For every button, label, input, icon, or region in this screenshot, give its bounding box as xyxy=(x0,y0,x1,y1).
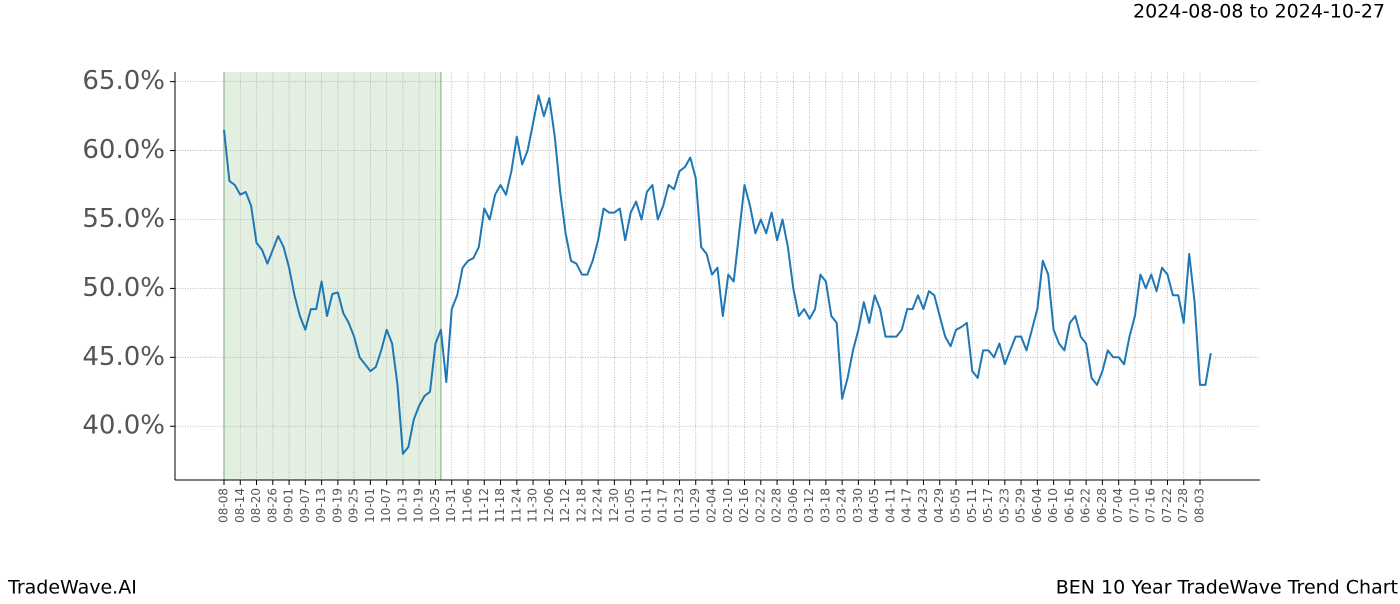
x-tick-label: 05-17 xyxy=(981,488,995,523)
x-tick-label: 01-11 xyxy=(639,488,653,523)
x-tick-label: 03-30 xyxy=(851,488,865,523)
x-tick-label: 12-18 xyxy=(574,488,588,523)
x-tick-label: 10-07 xyxy=(379,488,393,523)
x-tick-label: 10-19 xyxy=(412,488,426,523)
x-tick-label: 11-30 xyxy=(526,488,540,523)
x-tick-label: 09-13 xyxy=(314,488,328,523)
x-tick-label: 02-22 xyxy=(753,488,767,523)
x-tick-label: 02-28 xyxy=(770,488,784,523)
y-tick-label: 50.0% xyxy=(82,273,165,303)
x-tick-label: 07-10 xyxy=(1127,488,1141,523)
x-tick-label: 03-06 xyxy=(786,488,800,523)
x-tick-label: 06-16 xyxy=(1062,488,1076,523)
x-tick-label: 02-04 xyxy=(705,488,719,523)
x-tick-label: 06-22 xyxy=(1079,488,1093,523)
x-tick-label: 08-08 xyxy=(217,488,231,523)
x-tick-label: 11-24 xyxy=(509,488,523,523)
x-tick-label: 10-13 xyxy=(395,488,409,523)
x-tick-label: 07-04 xyxy=(1111,488,1125,523)
x-tick-label: 04-11 xyxy=(883,488,897,523)
x-tick-label: 01-05 xyxy=(623,488,637,523)
x-tick-label: 05-23 xyxy=(997,488,1011,523)
x-tick-label: 09-25 xyxy=(347,488,361,523)
x-tick-label: 09-01 xyxy=(282,488,296,523)
y-tick-label: 40.0% xyxy=(82,411,165,441)
x-tick-label: 08-20 xyxy=(249,488,263,523)
x-tick-label: 12-06 xyxy=(542,488,556,523)
x-tick-label: 03-18 xyxy=(818,488,832,523)
x-tick-label: 10-25 xyxy=(428,488,442,523)
x-tick-label: 01-17 xyxy=(656,488,670,523)
x-tick-label: 05-05 xyxy=(949,488,963,523)
x-tick-label: 05-11 xyxy=(965,488,979,523)
trend-line xyxy=(223,94,1212,455)
x-tick-label: 04-17 xyxy=(900,488,914,523)
x-tick-label: 12-24 xyxy=(591,488,605,523)
x-tick-label: 08-03 xyxy=(1193,488,1207,523)
x-tick-label: 01-29 xyxy=(688,488,702,523)
x-tick-label: 12-30 xyxy=(607,488,621,523)
x-tick-label: 06-04 xyxy=(1030,488,1044,523)
x-tick-label: 07-22 xyxy=(1160,488,1174,523)
x-tick-label: 09-07 xyxy=(298,488,312,523)
x-tick-label: 01-23 xyxy=(672,488,686,523)
x-tick-label: 02-16 xyxy=(737,488,751,523)
y-tick-label: 45.0% xyxy=(82,342,165,372)
x-tick-label: 05-29 xyxy=(1014,488,1028,523)
x-tick-label: 06-10 xyxy=(1046,488,1060,523)
x-tick-label: 08-14 xyxy=(233,488,247,523)
y-tick-label: 65.0% xyxy=(82,66,165,96)
x-tick-label: 07-16 xyxy=(1144,488,1158,523)
x-tick-label: 02-10 xyxy=(721,488,735,523)
x-tick-label: 04-29 xyxy=(932,488,946,523)
x-tick-label: 04-23 xyxy=(916,488,930,523)
x-tick-label: 07-28 xyxy=(1176,488,1190,523)
x-tick-label: 11-06 xyxy=(461,488,475,523)
x-tick-label: 11-12 xyxy=(477,488,491,523)
x-tick-label: 10-31 xyxy=(444,488,458,523)
highlight-band xyxy=(224,72,441,480)
date-range: 2024-08-08 to 2024-10-27 xyxy=(1133,1,1385,23)
x-tick-label: 03-12 xyxy=(802,488,816,523)
x-tick-label: 08-26 xyxy=(265,488,279,523)
x-tick-label: 10-01 xyxy=(363,488,377,523)
chart-title: BEN 10 Year TradeWave Trend Chart xyxy=(1056,577,1398,599)
x-tick-label: 06-28 xyxy=(1095,488,1109,523)
x-tick-label: 12-12 xyxy=(558,488,572,523)
x-tick-label: 11-18 xyxy=(493,488,507,523)
y-tick-label: 55.0% xyxy=(82,204,165,234)
y-tick-label: 60.0% xyxy=(82,135,165,165)
x-tick-label: 09-19 xyxy=(330,488,344,523)
brand: TradeWave.AI xyxy=(7,577,137,599)
x-tick-label: 03-24 xyxy=(835,488,849,523)
x-tick-label: 04-05 xyxy=(867,488,881,523)
